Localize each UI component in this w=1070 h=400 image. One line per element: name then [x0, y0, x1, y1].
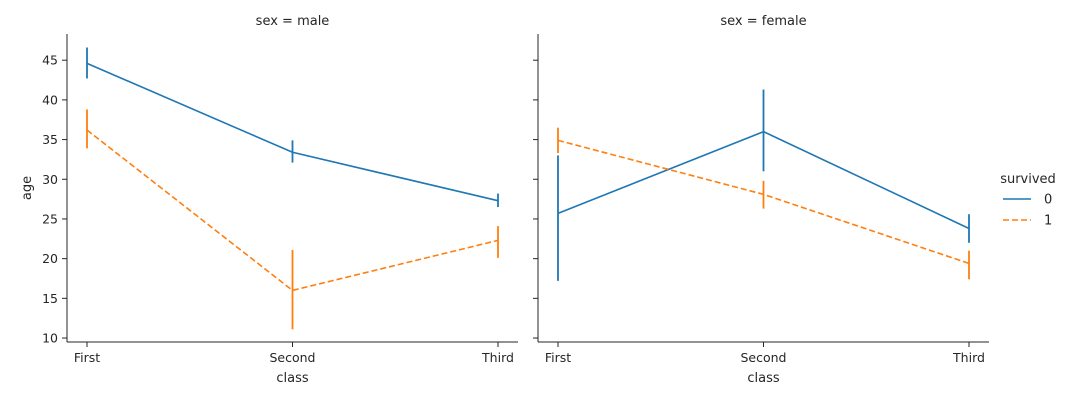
series-line: [86, 129, 499, 292]
series-0: [86, 47, 499, 208]
x-tick-label: Third: [481, 350, 514, 365]
y-tick-label: 15: [42, 291, 58, 306]
legend-label: 0: [1044, 193, 1052, 208]
x-axis-label: class: [276, 371, 308, 386]
y-tick-label: 45: [42, 53, 58, 68]
y-tick-label: 10: [42, 331, 58, 346]
series-line: [86, 62, 499, 202]
y-tick-label: 40: [42, 92, 58, 107]
panel-2: sex = female First Second Third class: [533, 14, 989, 386]
legend-label: 1: [1044, 214, 1052, 229]
panel-title: sex = male: [256, 14, 330, 29]
x-tick-label: First: [545, 350, 571, 365]
panel-1: sex = male 10 15 20 25 30 35 40 45 First Second Thi…: [20, 14, 518, 386]
legend: survived 0 1: [1000, 172, 1056, 229]
legend-title: survived: [1000, 172, 1056, 187]
y-tick-label: 35: [42, 132, 58, 147]
x-axis-label: class: [747, 371, 779, 386]
series-1: [86, 109, 499, 330]
panel-title: sex = female: [720, 14, 806, 29]
panels-layer: sex = male 10 15 20 25 30 35 40 45 First Second Thi…: [20, 14, 989, 386]
y-axis-label: age: [20, 176, 35, 200]
x-tick-label: First: [74, 350, 100, 365]
x-tick-label: Second: [269, 350, 315, 365]
series-0: [557, 89, 970, 281]
y-tick-label: 25: [42, 211, 58, 226]
x-tick-label: Third: [952, 350, 985, 365]
y-tick-label: 20: [42, 251, 58, 266]
series-1: [557, 127, 970, 280]
x-tick-label: Second: [740, 350, 786, 365]
y-tick-label: 30: [42, 172, 58, 187]
